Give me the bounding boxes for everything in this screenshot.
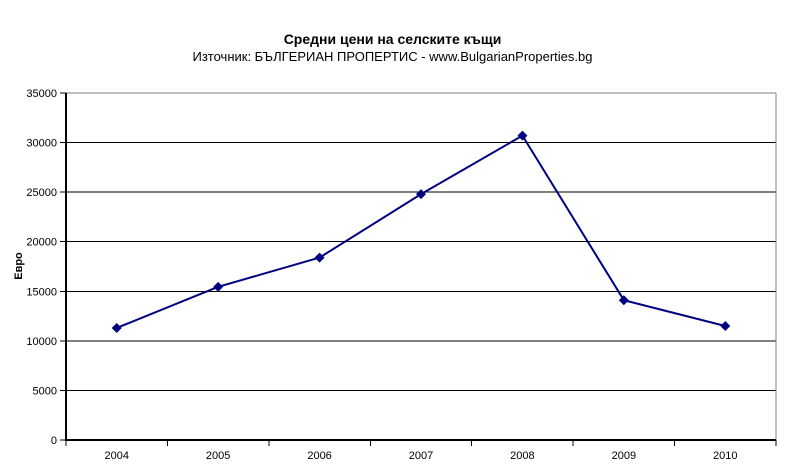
- x-tick-label: 2010: [713, 450, 737, 462]
- data-point-marker: [517, 130, 528, 141]
- y-tick-label: 0: [51, 435, 57, 447]
- x-tick-label: 2005: [206, 450, 230, 462]
- data-point-marker: [111, 322, 122, 333]
- data-point-marker: [618, 295, 629, 306]
- chart-subtitle: Източник: БЪЛГЕРИАН ПРОПЕРТИС - www.Bulg…: [192, 49, 593, 64]
- chart-title: Средни цени на селските къщи: [283, 31, 502, 47]
- x-tick-label: 2009: [612, 450, 636, 462]
- y-tick-label: 20000: [26, 237, 57, 249]
- data-point-marker: [416, 189, 426, 200]
- y-tick-label: 35000: [26, 88, 57, 100]
- x-tick-label: 2006: [307, 450, 331, 462]
- price-line: [116, 134, 726, 329]
- data-point-marker: [720, 320, 731, 331]
- x-tick-label: 2008: [510, 450, 534, 462]
- x-tick-label: 2004: [104, 450, 128, 462]
- x-tick-label: 2007: [409, 450, 433, 462]
- y-tick-label: 10000: [26, 336, 57, 348]
- y-tick-label: 30000: [26, 138, 57, 150]
- y-tick-label: 5000: [33, 385, 57, 397]
- y-tick-label: 25000: [26, 187, 57, 199]
- data-point-marker: [213, 281, 224, 292]
- data-point-marker: [314, 252, 325, 263]
- y-tick-label: 15000: [26, 286, 57, 298]
